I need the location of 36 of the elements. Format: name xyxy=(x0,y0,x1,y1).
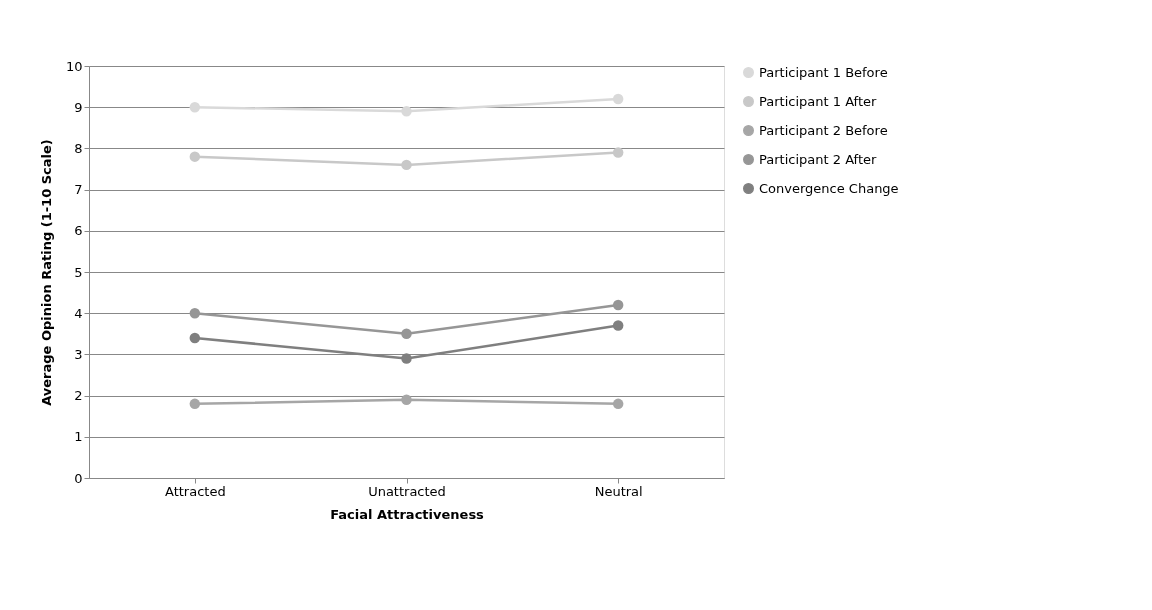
point xyxy=(401,394,412,405)
y-tick-label: 8 xyxy=(74,140,83,156)
point xyxy=(612,147,624,158)
x-axis-title: Facial Attractiveness xyxy=(330,506,485,522)
y-tick-label: 6 xyxy=(74,223,83,239)
point xyxy=(189,151,201,162)
x-tick-label: Neutral xyxy=(594,483,643,499)
legend-label: Convergence Change xyxy=(759,180,899,196)
legend-label: Participant 2 After xyxy=(759,151,877,167)
y-tick-label: 0 xyxy=(74,470,83,486)
y-tick-label: 3 xyxy=(74,346,83,362)
y-axis-title: Average Opinion Rating (1-10 Scale) xyxy=(38,139,54,406)
x-tick-label: Attracted xyxy=(165,483,226,499)
point xyxy=(189,101,201,113)
point xyxy=(401,106,412,117)
y-tick-label: 1 xyxy=(74,429,83,445)
y-tick-label: 7 xyxy=(74,182,83,198)
point xyxy=(189,307,201,319)
point xyxy=(612,398,624,410)
legend-label: Participant 2 Before xyxy=(759,122,888,138)
legend-label: Participant 1 After xyxy=(759,93,877,109)
legend-label: Participant 1 Before xyxy=(759,64,888,80)
point xyxy=(401,353,412,364)
point xyxy=(612,320,624,331)
y-tick-label: 5 xyxy=(74,264,83,280)
y-tick-label: 2 xyxy=(74,388,83,404)
point xyxy=(189,332,201,344)
point xyxy=(189,398,201,410)
point xyxy=(401,328,412,340)
y-tick-label: 4 xyxy=(74,305,83,321)
point xyxy=(612,93,624,105)
x-tick-label: Unattracted xyxy=(368,483,446,499)
y-tick-label: 9 xyxy=(74,99,83,115)
y-tick-label: 10 xyxy=(65,58,83,74)
point xyxy=(401,159,412,171)
point xyxy=(612,299,624,311)
